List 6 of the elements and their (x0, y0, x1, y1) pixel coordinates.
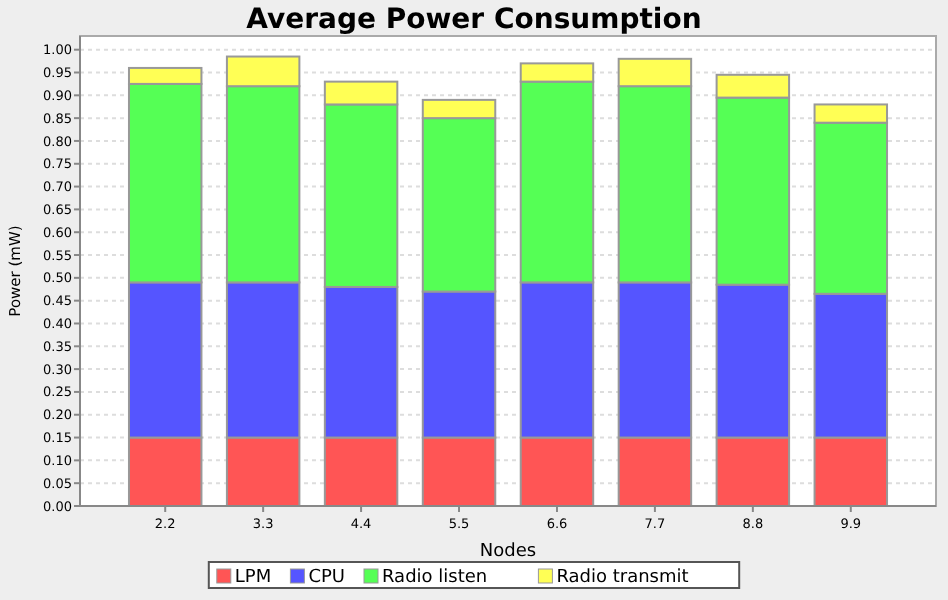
legend-label: LPM (234, 568, 272, 589)
legend-label: CPU (308, 568, 346, 589)
chart-title: Average Power Consumption (246, 4, 702, 36)
x-axis-title: Nodes (479, 542, 537, 562)
legend-label: Radio transmit (556, 568, 690, 589)
legend-label: Radio listen (382, 568, 488, 589)
